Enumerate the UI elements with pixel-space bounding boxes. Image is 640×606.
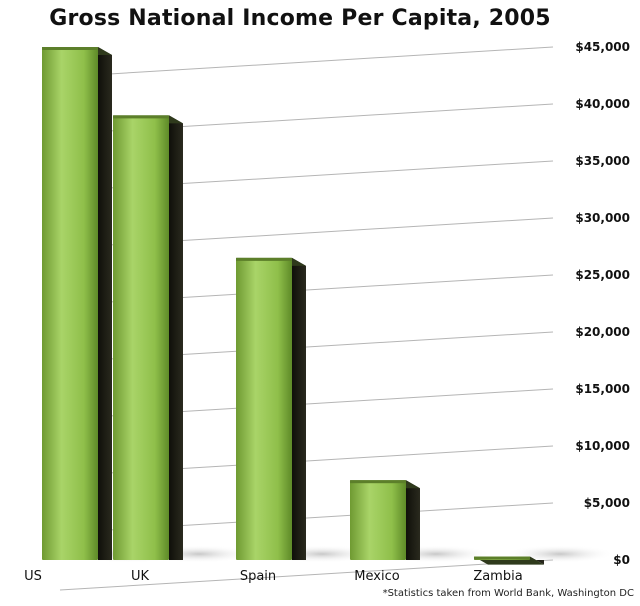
bar-side — [406, 480, 420, 560]
y-tick-label: $0 — [613, 553, 630, 567]
y-tick-label: $25,000 — [575, 268, 630, 282]
y-tick-label: $45,000 — [575, 40, 630, 54]
x-tick-label: Spain — [240, 569, 276, 584]
x-tick-label: UK — [131, 569, 150, 584]
bar-us — [42, 47, 112, 560]
bar-spain — [236, 257, 306, 560]
bars — [42, 47, 544, 565]
y-tick-label: $30,000 — [575, 211, 630, 225]
bar-rim — [113, 115, 169, 119]
bar-zambia — [474, 556, 544, 565]
source-note: *Statistics taken from World Bank, Washi… — [382, 588, 634, 599]
bar-rim — [350, 480, 406, 484]
y-tick-label: $20,000 — [575, 325, 630, 339]
y-tick-label: $35,000 — [575, 154, 630, 168]
y-tick-label: $10,000 — [575, 439, 630, 453]
bar-rim — [474, 556, 530, 560]
gridline — [59, 46, 554, 78]
x-tick-label: Mexico — [354, 569, 399, 584]
bar-front — [236, 257, 292, 560]
gridline — [59, 559, 554, 591]
bar-side — [292, 257, 306, 560]
y-tick-label: $40,000 — [575, 97, 630, 111]
bar-front — [113, 115, 169, 561]
y-tick-label: $5,000 — [584, 496, 630, 510]
x-tick-label: US — [24, 569, 42, 584]
bar-side — [98, 47, 112, 560]
x-axis-tick-labels: US UK Spain Mexico Zambia — [24, 569, 523, 584]
y-axis-tick-labels: $0 $5,000 $10,000 $15,000 $20,000 $25,000 $30,… — [575, 40, 630, 567]
x-tick-label: Zambia — [473, 569, 522, 584]
bar-front — [350, 480, 406, 560]
bar-side — [169, 115, 183, 561]
chart-title: Gross National Income Per Capita, 2005 — [49, 6, 551, 31]
bar-rim — [42, 47, 98, 50]
bar-front — [42, 47, 98, 560]
bar-uk — [113, 115, 183, 561]
y-tick-label: $15,000 — [575, 382, 630, 396]
bar-rim — [236, 257, 292, 261]
bar-mexico — [350, 480, 420, 560]
